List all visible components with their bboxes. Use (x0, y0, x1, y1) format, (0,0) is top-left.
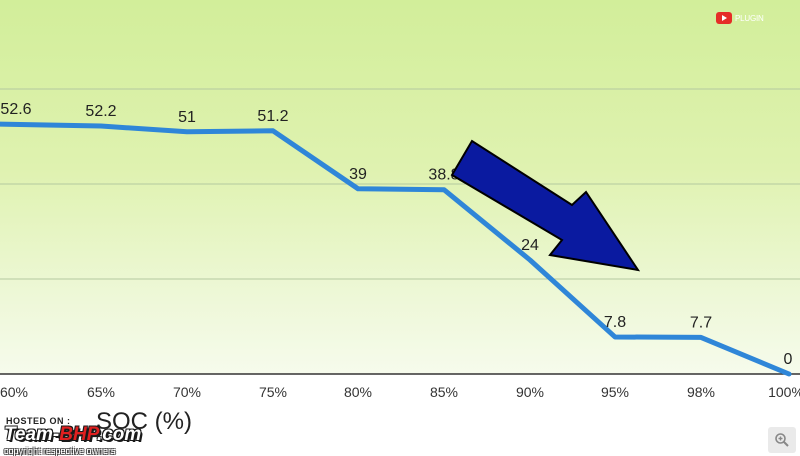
x-tick-label: 65% (87, 384, 115, 400)
data-label: 52.2 (85, 103, 116, 120)
x-tick-label: 95% (601, 384, 629, 400)
x-tick-label: 98% (687, 384, 715, 400)
watermark-brand-accent: BHP (59, 424, 97, 445)
line-chart: 60% 65% 70% 75% 80% 85% 90% 95% 98% 100% 52.6 52.2… (0, 88, 800, 400)
x-tick-label: 80% (344, 384, 372, 400)
data-label: 0 (784, 351, 793, 368)
data-label: 24 (521, 237, 539, 254)
x-tick-label: 75% (259, 384, 287, 400)
watermark-brand-prefix: Team- (4, 424, 60, 445)
data-label: 38.8 (428, 167, 459, 184)
watermark: HOSTED ON : Team-BHP.com copyright respe… (4, 414, 204, 456)
data-label: 39 (349, 166, 367, 183)
youtube-badge: PLUGIN (716, 10, 764, 26)
x-tick-label: 60% (0, 384, 28, 400)
watermark-copyright: copyright respective owners (4, 446, 116, 456)
data-label: 51 (178, 109, 196, 126)
x-tick-label: 85% (430, 384, 458, 400)
x-tick-label: 90% (516, 384, 544, 400)
watermark-brand-suffix: .com (96, 424, 142, 445)
watermark-hosted-on: HOSTED ON : (6, 416, 71, 426)
zoom-button[interactable] (768, 427, 796, 453)
youtube-icon (716, 12, 732, 24)
watermark-brand: Team-BHP.com (4, 424, 141, 446)
data-label: 7.8 (604, 314, 626, 331)
x-tick-label: 70% (173, 384, 201, 400)
data-label: 52.6 (0, 101, 31, 118)
data-label: 51.2 (257, 108, 288, 125)
youtube-channel-label: PLUGIN (735, 13, 764, 23)
x-axis-title: SOC (%) (96, 408, 192, 435)
zoom-in-icon (775, 433, 789, 447)
data-label: 7.7 (690, 314, 712, 331)
series-line (0, 121, 792, 377)
down-arrow-annotation (450, 139, 641, 272)
x-tick-label: 100% (768, 384, 800, 400)
